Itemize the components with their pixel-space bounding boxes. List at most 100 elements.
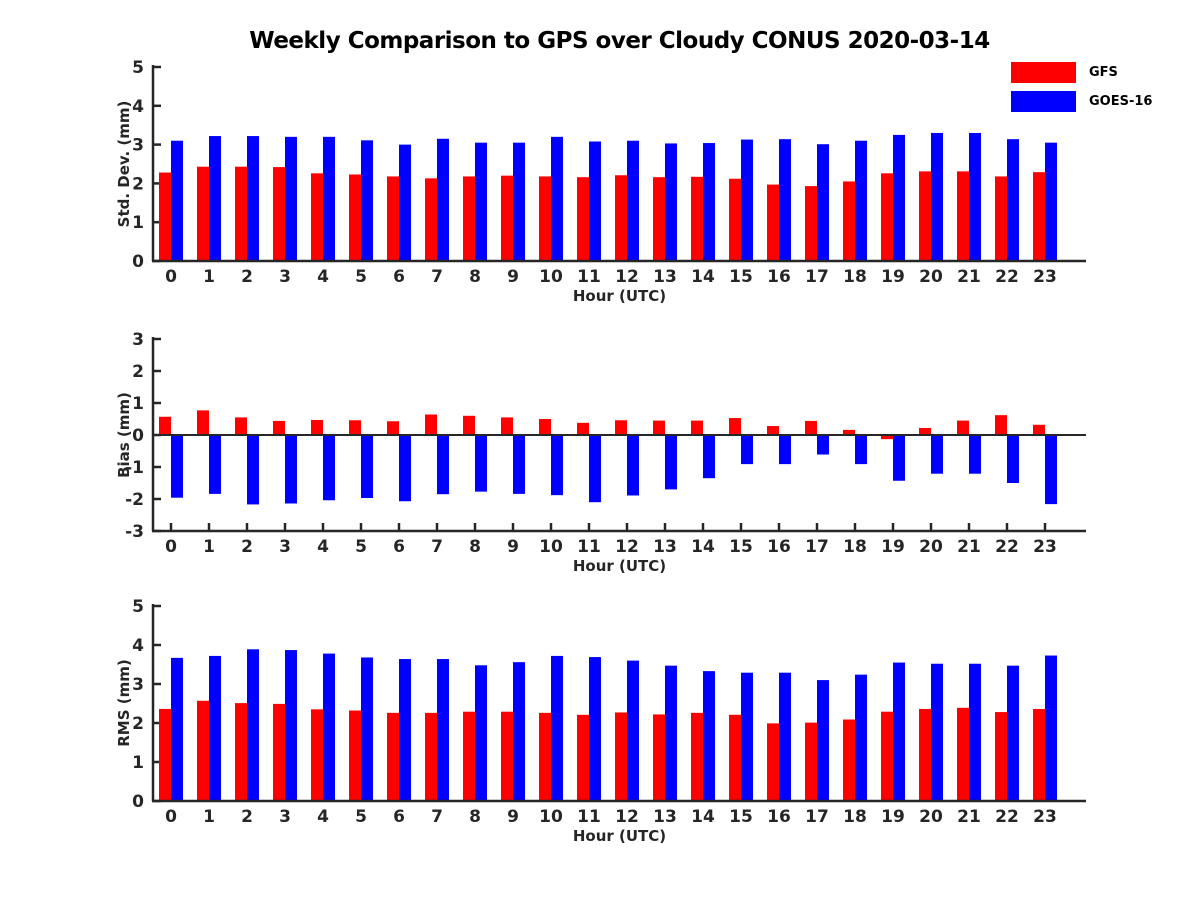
x-tick-label: 11 <box>577 537 601 557</box>
gfs-bar <box>767 723 779 801</box>
gfs-bar <box>881 711 893 801</box>
goes-16-bar <box>1007 139 1019 261</box>
gfs-bar <box>311 173 323 261</box>
x-tick-label: 13 <box>653 267 677 287</box>
gfs-bar <box>653 714 665 801</box>
goes-16-bar <box>969 435 981 474</box>
x-tick-label: 12 <box>615 807 639 827</box>
gfs-bar <box>577 714 589 801</box>
stddev-x-axis-label: Hour (UTC) <box>572 287 667 305</box>
goes-16-bar <box>1007 665 1019 801</box>
goes-16-bar <box>741 672 753 801</box>
goes-16-bar <box>627 660 639 801</box>
gfs-bar <box>615 420 627 435</box>
y-tick-label: -2 <box>125 490 144 510</box>
goes-16-bar <box>247 136 259 261</box>
x-tick-label: 21 <box>957 537 981 557</box>
gfs-bar <box>159 708 171 801</box>
goes-16-bar <box>399 435 411 502</box>
goes-16-bar <box>361 140 373 261</box>
legend-entry-goes16: GOES-16 <box>1011 91 1152 112</box>
y-tick-label: -3 <box>125 522 144 542</box>
gfs-bar <box>349 420 361 435</box>
x-tick-label: 8 <box>469 807 481 827</box>
x-tick-label: 9 <box>507 807 519 827</box>
x-tick-label: 3 <box>279 807 291 827</box>
goes-16-bar <box>437 659 449 801</box>
gfs-bar <box>197 700 209 801</box>
goes-16-bar <box>817 680 829 801</box>
x-tick-label: 2 <box>241 537 253 557</box>
goes-16-bar <box>779 435 791 465</box>
gfs-bar <box>577 177 589 261</box>
x-tick-label: 19 <box>881 537 905 557</box>
bias-x-axis-label: Hour (UTC) <box>572 557 667 575</box>
goes-16-bar <box>209 655 221 801</box>
goes-16-bar <box>437 138 449 261</box>
x-tick-label: 17 <box>805 807 829 827</box>
goes-16-bar <box>551 136 563 261</box>
gfs-bar <box>843 181 855 261</box>
gfs-bar <box>653 420 665 435</box>
y-tick-label: 3 <box>132 136 144 156</box>
x-tick-label: 4 <box>317 537 329 557</box>
gfs-bar <box>349 710 361 801</box>
gfs-bar <box>577 422 589 435</box>
x-tick-label: 1 <box>203 537 215 557</box>
goes-16-bar <box>399 659 411 801</box>
goes-16-bar <box>323 136 335 261</box>
x-tick-label: 10 <box>539 537 563 557</box>
gfs-bar <box>387 176 399 261</box>
x-tick-label: 5 <box>355 267 367 287</box>
y-tick-label: 2 <box>132 362 144 382</box>
goes-16-bar <box>665 435 677 490</box>
gfs-bar <box>273 703 285 801</box>
x-tick-label: 9 <box>507 537 519 557</box>
x-tick-label: 22 <box>995 267 1019 287</box>
goes-16-bar <box>589 657 601 801</box>
gfs-bar <box>805 420 817 435</box>
gfs-bar <box>539 419 551 435</box>
y-tick-label: 3 <box>132 675 144 695</box>
goes-16-bar <box>703 671 715 801</box>
gfs-bar <box>463 176 475 261</box>
goes-16-bar <box>551 655 563 801</box>
gfs-bar <box>501 175 513 261</box>
x-tick-label: 20 <box>919 807 943 827</box>
x-tick-label: 2 <box>241 267 253 287</box>
gfs-bar <box>197 166 209 261</box>
goes-16-bar <box>817 435 829 455</box>
legend-entry-gfs: GFS <box>1011 62 1152 83</box>
x-tick-label: 22 <box>995 537 1019 557</box>
gfs-bar <box>767 426 779 435</box>
goes-16-bar <box>589 141 601 261</box>
rms-x-axis-label: Hour (UTC) <box>572 827 667 845</box>
x-tick-label: 15 <box>729 807 753 827</box>
x-tick-label: 13 <box>653 807 677 827</box>
gfs-bar <box>729 418 741 435</box>
goes-16-bar <box>171 140 183 261</box>
x-tick-label: 12 <box>615 267 639 287</box>
x-tick-label: 4 <box>317 267 329 287</box>
gfs-bar <box>463 711 475 801</box>
goes-16-bar <box>171 435 183 498</box>
x-tick-label: 19 <box>881 267 905 287</box>
y-tick-label: -1 <box>125 458 144 478</box>
y-tick-label: 2 <box>132 174 144 194</box>
gfs-bar <box>235 166 247 261</box>
x-tick-label: 9 <box>507 267 519 287</box>
x-tick-label: 16 <box>767 807 791 827</box>
x-tick-label: 21 <box>957 267 981 287</box>
x-tick-label: 18 <box>843 807 867 827</box>
goes-16-bar <box>475 142 487 261</box>
x-tick-label: 22 <box>995 807 1019 827</box>
goes-16-bar <box>931 663 943 801</box>
y-tick-label: 0 <box>132 792 144 812</box>
goes-16-bar <box>361 657 373 801</box>
x-tick-label: 6 <box>393 267 405 287</box>
gfs-bar <box>425 414 437 435</box>
gfs-bar <box>957 171 969 261</box>
goes-16-bar <box>703 143 715 261</box>
